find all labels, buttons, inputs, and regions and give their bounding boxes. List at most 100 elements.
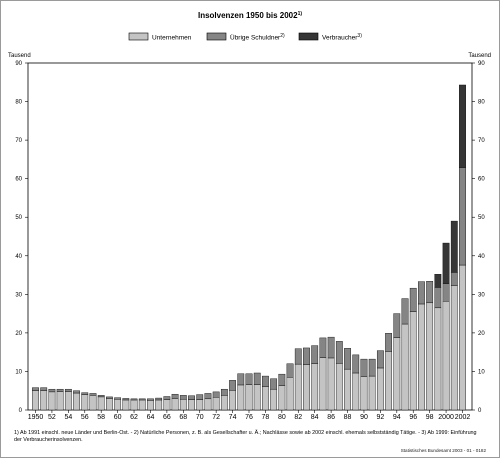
y-tick-label-right: 20 — [478, 331, 485, 337]
bar-1969-series-1 — [188, 399, 195, 411]
bars — [32, 84, 466, 411]
x-tick-label: 58 — [97, 414, 105, 421]
bar-1973-series-1 — [220, 395, 228, 411]
bar-2000-series-2 — [442, 283, 450, 302]
bar-1971-series-2 — [204, 393, 212, 400]
bar-1976-series-2 — [245, 373, 253, 385]
bar-1977-series-2 — [253, 372, 261, 385]
bar-1998-series-2 — [426, 281, 434, 304]
legend-label-3: Verbraucher3) — [322, 33, 362, 42]
bar-1975-series-2 — [237, 373, 245, 386]
x-tick-label: 88 — [344, 414, 352, 421]
x-tick-label: 54 — [64, 414, 72, 421]
bar-1982-series-2 — [294, 348, 302, 365]
y-tick-label-right: 10 — [478, 369, 485, 375]
bar-1953-series-2 — [56, 388, 64, 392]
bar-1960-series-1 — [114, 399, 122, 411]
x-tick-label: 92 — [376, 414, 384, 421]
bar-1972-series-2 — [212, 391, 220, 398]
y-tick-label-left: 0 — [19, 408, 23, 414]
x-tick-label: 60 — [114, 414, 122, 421]
bar-1979-series-1 — [270, 388, 278, 411]
bar-1985-series-2 — [319, 337, 327, 358]
bar-1957-series-2 — [89, 393, 97, 396]
bar-1984-series-1 — [311, 363, 319, 411]
bar-1968-series-1 — [179, 399, 187, 411]
x-tick-label: 2002 — [455, 414, 471, 421]
legend-footnote-3: 3) — [357, 33, 362, 39]
bar-1979-series-2 — [270, 378, 278, 390]
bar-1987-series-2 — [335, 341, 343, 364]
bar-1966-series-2 — [163, 396, 171, 400]
bar-1991-series-2 — [368, 358, 376, 377]
x-tick-label: 68 — [179, 414, 187, 421]
bar-2001-series-2 — [450, 272, 458, 286]
bar-1984-series-2 — [311, 345, 319, 364]
y-tick-label-left: 20 — [15, 331, 22, 337]
x-tick-label: 86 — [327, 414, 335, 421]
x-tick-label: 1950 — [28, 414, 44, 421]
y-axis-unit-right: Tausend — [468, 53, 491, 59]
bar-1981-series-1 — [286, 377, 294, 411]
bar-1975-series-1 — [237, 384, 245, 411]
x-tick-label: 90 — [360, 414, 368, 421]
bar-1976-series-1 — [245, 384, 253, 411]
x-tick-label: 78 — [262, 414, 270, 421]
footnote: 1) Ab 1991 einschl. neue Länder und Berl… — [14, 430, 477, 443]
bar-1974-series-1 — [229, 390, 236, 411]
legend-label-2: Übrige Schuldner2) — [230, 33, 285, 42]
bar-1997-series-1 — [418, 303, 425, 411]
y-tick-label-right: 90 — [478, 61, 485, 67]
bar-1962-series-1 — [130, 399, 138, 411]
x-tick-label: 74 — [229, 414, 237, 421]
bar-1950-series-1 — [32, 390, 39, 411]
bar-1952-series-2 — [48, 388, 56, 393]
y-tick-label-left: 90 — [15, 61, 22, 67]
bar-1962-series-2 — [130, 398, 138, 401]
bar-1958-series-1 — [97, 396, 105, 411]
bar-1994-series-1 — [393, 337, 401, 411]
bar-1968-series-2 — [179, 395, 187, 400]
bar-1964-series-2 — [147, 398, 154, 401]
y-tick-label-right: 0 — [478, 408, 482, 414]
x-tick-label: 98 — [426, 414, 434, 421]
x-tick-label: 72 — [212, 414, 220, 421]
bar-1965-series-1 — [155, 399, 163, 411]
bar-1996-series-1 — [409, 311, 417, 411]
bar-1956-series-2 — [81, 392, 89, 395]
bar-1993-series-2 — [385, 333, 392, 352]
bar-1982-series-1 — [294, 363, 302, 411]
legend-swatch-2 — [206, 32, 227, 41]
bar-2002-series-2 — [459, 167, 466, 266]
y-tick-label-right: 30 — [478, 292, 485, 298]
bar-1967-series-1 — [171, 398, 179, 411]
bar-1998-series-1 — [426, 302, 434, 411]
y-tick-label-right: 70 — [478, 138, 485, 144]
bar-1997-series-2 — [418, 281, 425, 305]
x-tick-label: 96 — [409, 414, 417, 421]
bar-1951-series-1 — [40, 390, 48, 411]
bar-2000-series-1 — [442, 301, 450, 411]
bar-1986-series-2 — [327, 336, 335, 359]
bar-1969-series-2 — [188, 395, 195, 400]
x-tick-label: 94 — [393, 414, 401, 421]
bar-1999-series-2 — [434, 287, 442, 309]
bar-1960-series-2 — [114, 397, 122, 400]
bar-2002-series-3 — [459, 84, 466, 168]
legend-label-1: Unternehmen — [152, 35, 192, 42]
bar-1955-series-1 — [73, 392, 80, 411]
bar-1970-series-2 — [196, 394, 204, 400]
bar-1987-series-1 — [335, 363, 343, 411]
bar-1964-series-1 — [147, 400, 154, 411]
bar-1977-series-1 — [253, 384, 261, 411]
bar-1954-series-2 — [64, 388, 72, 392]
y-tick-label-left: 40 — [15, 254, 22, 260]
y-tick-label-left: 30 — [15, 292, 22, 298]
bar-1973-series-2 — [220, 388, 228, 396]
bar-1999-series-3 — [434, 274, 442, 288]
bar-1952-series-1 — [48, 391, 56, 411]
bar-1999-series-1 — [434, 307, 442, 411]
bar-1985-series-1 — [319, 357, 327, 411]
bar-1956-series-1 — [81, 394, 89, 411]
y-tick-label-right: 80 — [478, 100, 485, 106]
